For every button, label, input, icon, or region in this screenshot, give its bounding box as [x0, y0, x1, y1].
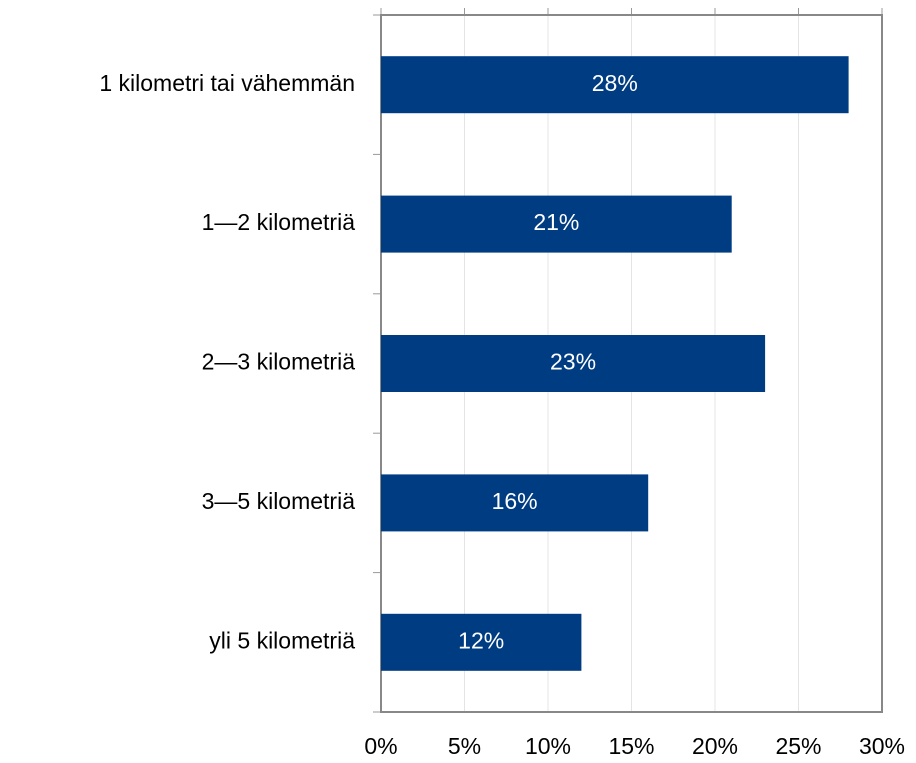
y-tick-label: yli 5 kilometriä: [209, 627, 355, 653]
x-tick-label: 15%: [608, 733, 654, 759]
bar: [381, 474, 649, 532]
y-tick-label: 3—5 kilometriä: [202, 488, 356, 514]
x-tick-label: 5%: [448, 733, 481, 759]
bar: [381, 613, 582, 671]
value-label: 16%: [492, 488, 538, 514]
x-tick-label: 0%: [364, 733, 397, 759]
x-tick-label: 25%: [775, 733, 821, 759]
y-tick-label: 1—2 kilometriä: [202, 209, 356, 235]
x-tick-label: 20%: [692, 733, 738, 759]
value-label: 23%: [550, 349, 596, 375]
x-tick-label: 10%: [525, 733, 571, 759]
value-label: 28%: [592, 70, 638, 96]
y-tick-label: 1 kilometri tai vähemmän: [99, 70, 355, 96]
bar: [381, 56, 849, 114]
y-tick-label: 2—3 kilometriä: [202, 349, 356, 375]
bar: [381, 195, 732, 253]
value-label: 12%: [458, 627, 504, 653]
bar: [381, 335, 766, 392]
value-label: 21%: [533, 209, 579, 235]
x-tick-label: 30%: [859, 733, 905, 759]
